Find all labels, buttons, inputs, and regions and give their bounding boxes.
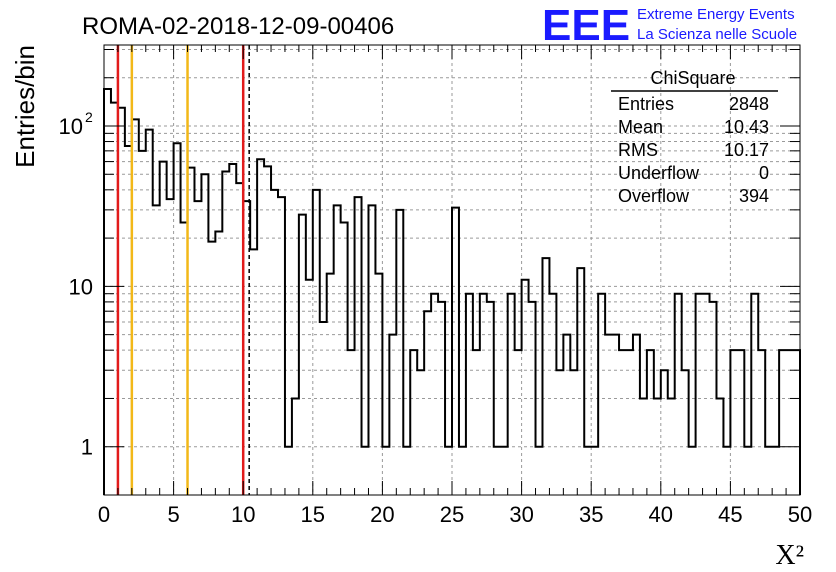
x-tick-label: 30 (509, 502, 533, 527)
y-tick-label: 10 (69, 274, 93, 299)
logo-mark: EEE (542, 1, 630, 50)
eee-logo: EEE Extreme Energy Events La Scienza nel… (542, 1, 797, 50)
y-tick-label-exponent: 2 (85, 109, 93, 125)
x-tick-label: 15 (301, 502, 325, 527)
y-tick-label: 1 (81, 435, 93, 460)
axis-ticks (103, 45, 801, 495)
stats-value: 0 (759, 163, 769, 183)
stats-label: Entries (618, 94, 674, 114)
x-tick-label: 45 (718, 502, 742, 527)
vertical-marker-lines (116, 45, 250, 495)
x-tick-label: 35 (579, 502, 603, 527)
stats-label: Overflow (618, 186, 690, 206)
x-tick-label: 40 (649, 502, 673, 527)
x-tick-labels: 0 5 10 15 20 25 30 35 40 45 50 (98, 502, 812, 527)
stats-box: ChiSquare Entries 2848 Mean 10.43 RMS 10.17 Un… (611, 68, 778, 206)
histogram-series (103, 88, 801, 495)
x-tick-label: 0 (98, 502, 110, 527)
logo-line1: Extreme Energy Events (637, 6, 795, 23)
x-axis-label: X² (775, 540, 804, 571)
stats-value: 10.17 (724, 140, 769, 160)
logo-line2: La Scienza nelle Scuole (637, 26, 797, 43)
x-tick-label: 50 (788, 502, 812, 527)
stats-label: Underflow (618, 163, 700, 183)
stats-title: ChiSquare (650, 68, 735, 88)
stats-label: Mean (618, 117, 663, 137)
stats-value: 394 (739, 186, 769, 206)
stats-value: 2848 (729, 94, 769, 114)
x-tick-label: 5 (167, 502, 179, 527)
chart-title: ROMA-02-2018-12-09-00406 (82, 13, 394, 40)
x-tick-label: 10 (231, 502, 255, 527)
y-tick-label: 10 (59, 114, 83, 139)
x-tick-label: 20 (370, 502, 394, 527)
y-axis-label: Entries/bin (10, 45, 40, 168)
stats-label: RMS (618, 140, 658, 160)
x-tick-label: 25 (440, 502, 464, 527)
stats-value: 10.43 (724, 117, 769, 137)
